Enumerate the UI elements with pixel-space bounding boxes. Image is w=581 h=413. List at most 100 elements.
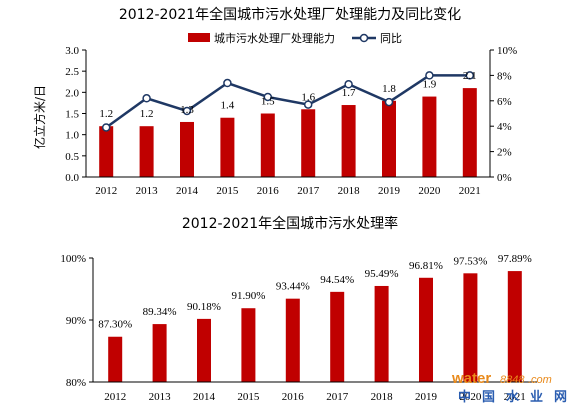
chart2-bar-label: 87.30% (98, 319, 132, 331)
chart2-bar-label: 94.54% (320, 274, 354, 286)
chart1: 2012-2021年全国城市污水处理厂处理能力及同比变化 城市污水处理厂处理能力… (32, 6, 517, 197)
chart1-line-point (425, 71, 434, 80)
chart2-bar-label: 89.34% (143, 306, 177, 318)
watermark-chars: 中国水业网 (458, 389, 567, 405)
chart2: 2012-2021年全国城市污水处理率 80% 90% 100% 87.30% 89.… (60, 215, 537, 403)
chart1-x-axis: 2012 2013 2014 2015 2016 2017 2018 2019 2020 2021 (86, 176, 490, 197)
chart2-left-tick-label: 80% (66, 377, 86, 389)
chart1-bar-label: 1.3 (180, 104, 194, 116)
chart1-right-tick-label: 4% (497, 121, 512, 133)
chart1-x-tick-label: 2020 (418, 185, 441, 197)
chart1-line-point (223, 78, 232, 88)
chart1-right-tick-label: 8% (497, 70, 512, 82)
chart1-bar-label: 1.8 (382, 83, 396, 95)
chart2-bar-label: 93.44% (276, 281, 310, 293)
chart2-bar (285, 298, 300, 382)
chart2-bar-label: 97.89% (498, 253, 532, 265)
chart1-bar (139, 126, 154, 177)
chart2-bar (152, 324, 167, 382)
watermark-char: 业 (530, 389, 543, 405)
chart1-line-path (105, 74, 470, 129)
chart1-right-tick-label: 10% (497, 45, 517, 57)
chart1-right-tick-label: 2% (497, 147, 512, 159)
chart1-x-tick-label: 2021 (459, 185, 481, 197)
chart2-bar (241, 308, 256, 382)
chart1-legend: 城市污水处理厂处理能力 同比 (188, 31, 402, 45)
chart1-line-point (465, 71, 475, 80)
chart1-line-point (263, 92, 273, 102)
watermark-char: 水 (506, 389, 520, 405)
chart2-x-tick-label: 2018 (371, 391, 394, 403)
chart2-left-axis: 80% 90% 100% (60, 253, 94, 389)
chart2-bar-label: 97.53% (453, 255, 487, 267)
chart1-bar (462, 88, 477, 177)
watermark-brand: water (451, 370, 491, 387)
chart1-ylabel: 亿立方米/日 (32, 85, 47, 149)
chart1-bar-label: 1.6 (301, 91, 315, 103)
chart1-legend-bar-swatch (188, 33, 210, 42)
chart1-left-tick-label: 1.5 (65, 109, 79, 121)
chart2-bar (463, 273, 478, 382)
chart1-line-point (303, 100, 313, 109)
chart2-x-tick-label: 2012 (104, 391, 126, 403)
chart1-right-tick-label: 0% (497, 172, 512, 184)
chart2-bar (374, 285, 389, 382)
chart1-bar (422, 96, 437, 177)
chart1-left-axis: 0.0 0.5 1.0 1.5 2.0 2.5 3.0 (65, 45, 87, 184)
chart1-legend-line-marker (359, 33, 369, 43)
chart1-left-tick-label: 1.0 (65, 130, 79, 142)
chart1-bar (260, 113, 275, 177)
chart1-x-tick-label: 2012 (95, 185, 117, 197)
chart1-data-labels: 1.2 1.2 1.3 1.4 1.5 1.6 1.7 1.8 1.9 2.1 (99, 70, 476, 120)
chart2-bar (507, 271, 522, 382)
chart1-bar-label: 2.1 (463, 70, 477, 82)
chart2-data-labels: 87.30% 89.34% 90.18% 91.90% 93.44% 94.54% 95.4… (98, 253, 532, 331)
chart1-legend-line-label: 同比 (380, 32, 402, 45)
chart1-legend-bar-label: 城市污水处理厂处理能力 (214, 31, 335, 45)
chart1-line-point (384, 97, 394, 107)
chart2-bar-label: 90.18% (187, 301, 221, 313)
chart1-title: 2012-2021年全国城市污水处理厂处理能力及同比变化 (119, 6, 461, 23)
chart2-x-tick-label: 2019 (415, 391, 438, 403)
chart1-left-tick-label: 0.5 (65, 151, 79, 163)
chart1-bar-label: 1.2 (99, 108, 113, 120)
chart1-x-tick-label: 2016 (257, 185, 280, 197)
chart1-right-tick-label: 6% (497, 96, 512, 108)
chart1-left-tick-label: 2.5 (65, 66, 79, 78)
chart1-line-series (101, 71, 475, 132)
chart2-bar-label: 91.90% (231, 290, 265, 302)
chart2-x-tick-label: 2021 (504, 391, 526, 403)
chart2-title: 2012-2021年全国城市污水处理率 (182, 215, 398, 232)
chart1-bar-label: 1.4 (221, 100, 235, 112)
chart1-line-point (142, 94, 151, 103)
chart1-line-point (344, 80, 353, 89)
watermark-suffix: .com (528, 374, 552, 386)
chart2-bar (197, 318, 211, 382)
chart2-x-tick-label: 2014 (193, 391, 216, 403)
chart1-x-tick-label: 2014 (176, 185, 199, 197)
chart1-x-tick-label: 2019 (378, 185, 401, 197)
chart1-bars (99, 88, 477, 177)
watermark-char: 国 (482, 390, 495, 405)
chart1-bar-label: 1.7 (342, 87, 356, 99)
chart1-x-tick-label: 2013 (136, 185, 159, 197)
chart1-bar-label: 1.5 (261, 96, 275, 108)
chart1-left-tick-label: 2.0 (65, 87, 79, 99)
chart1-left-tick-label: 0.0 (65, 172, 79, 184)
watermark-logo: water 8848 .com 中国水业网 (451, 370, 567, 405)
chart2-left-tick-label: 100% (60, 253, 86, 265)
chart2-left-tick-label: 90% (66, 315, 86, 327)
chart2-x-tick-label: 2016 (282, 391, 305, 403)
chart1-x-tick-label: 2017 (297, 185, 320, 197)
chart1-bar (341, 105, 356, 177)
chart1-bar-label: 1.2 (140, 108, 154, 120)
chart2-bars (108, 271, 522, 382)
chart2-bar (108, 336, 123, 382)
chart1-left-tick-label: 3.0 (65, 45, 79, 57)
watermark-number: 8848 (500, 374, 525, 386)
chart1-line-point (182, 106, 192, 116)
chart1-bar (99, 126, 114, 177)
chart2-bar (330, 291, 345, 382)
watermark-char: 中 (458, 389, 471, 405)
chart1-bar (382, 100, 396, 177)
